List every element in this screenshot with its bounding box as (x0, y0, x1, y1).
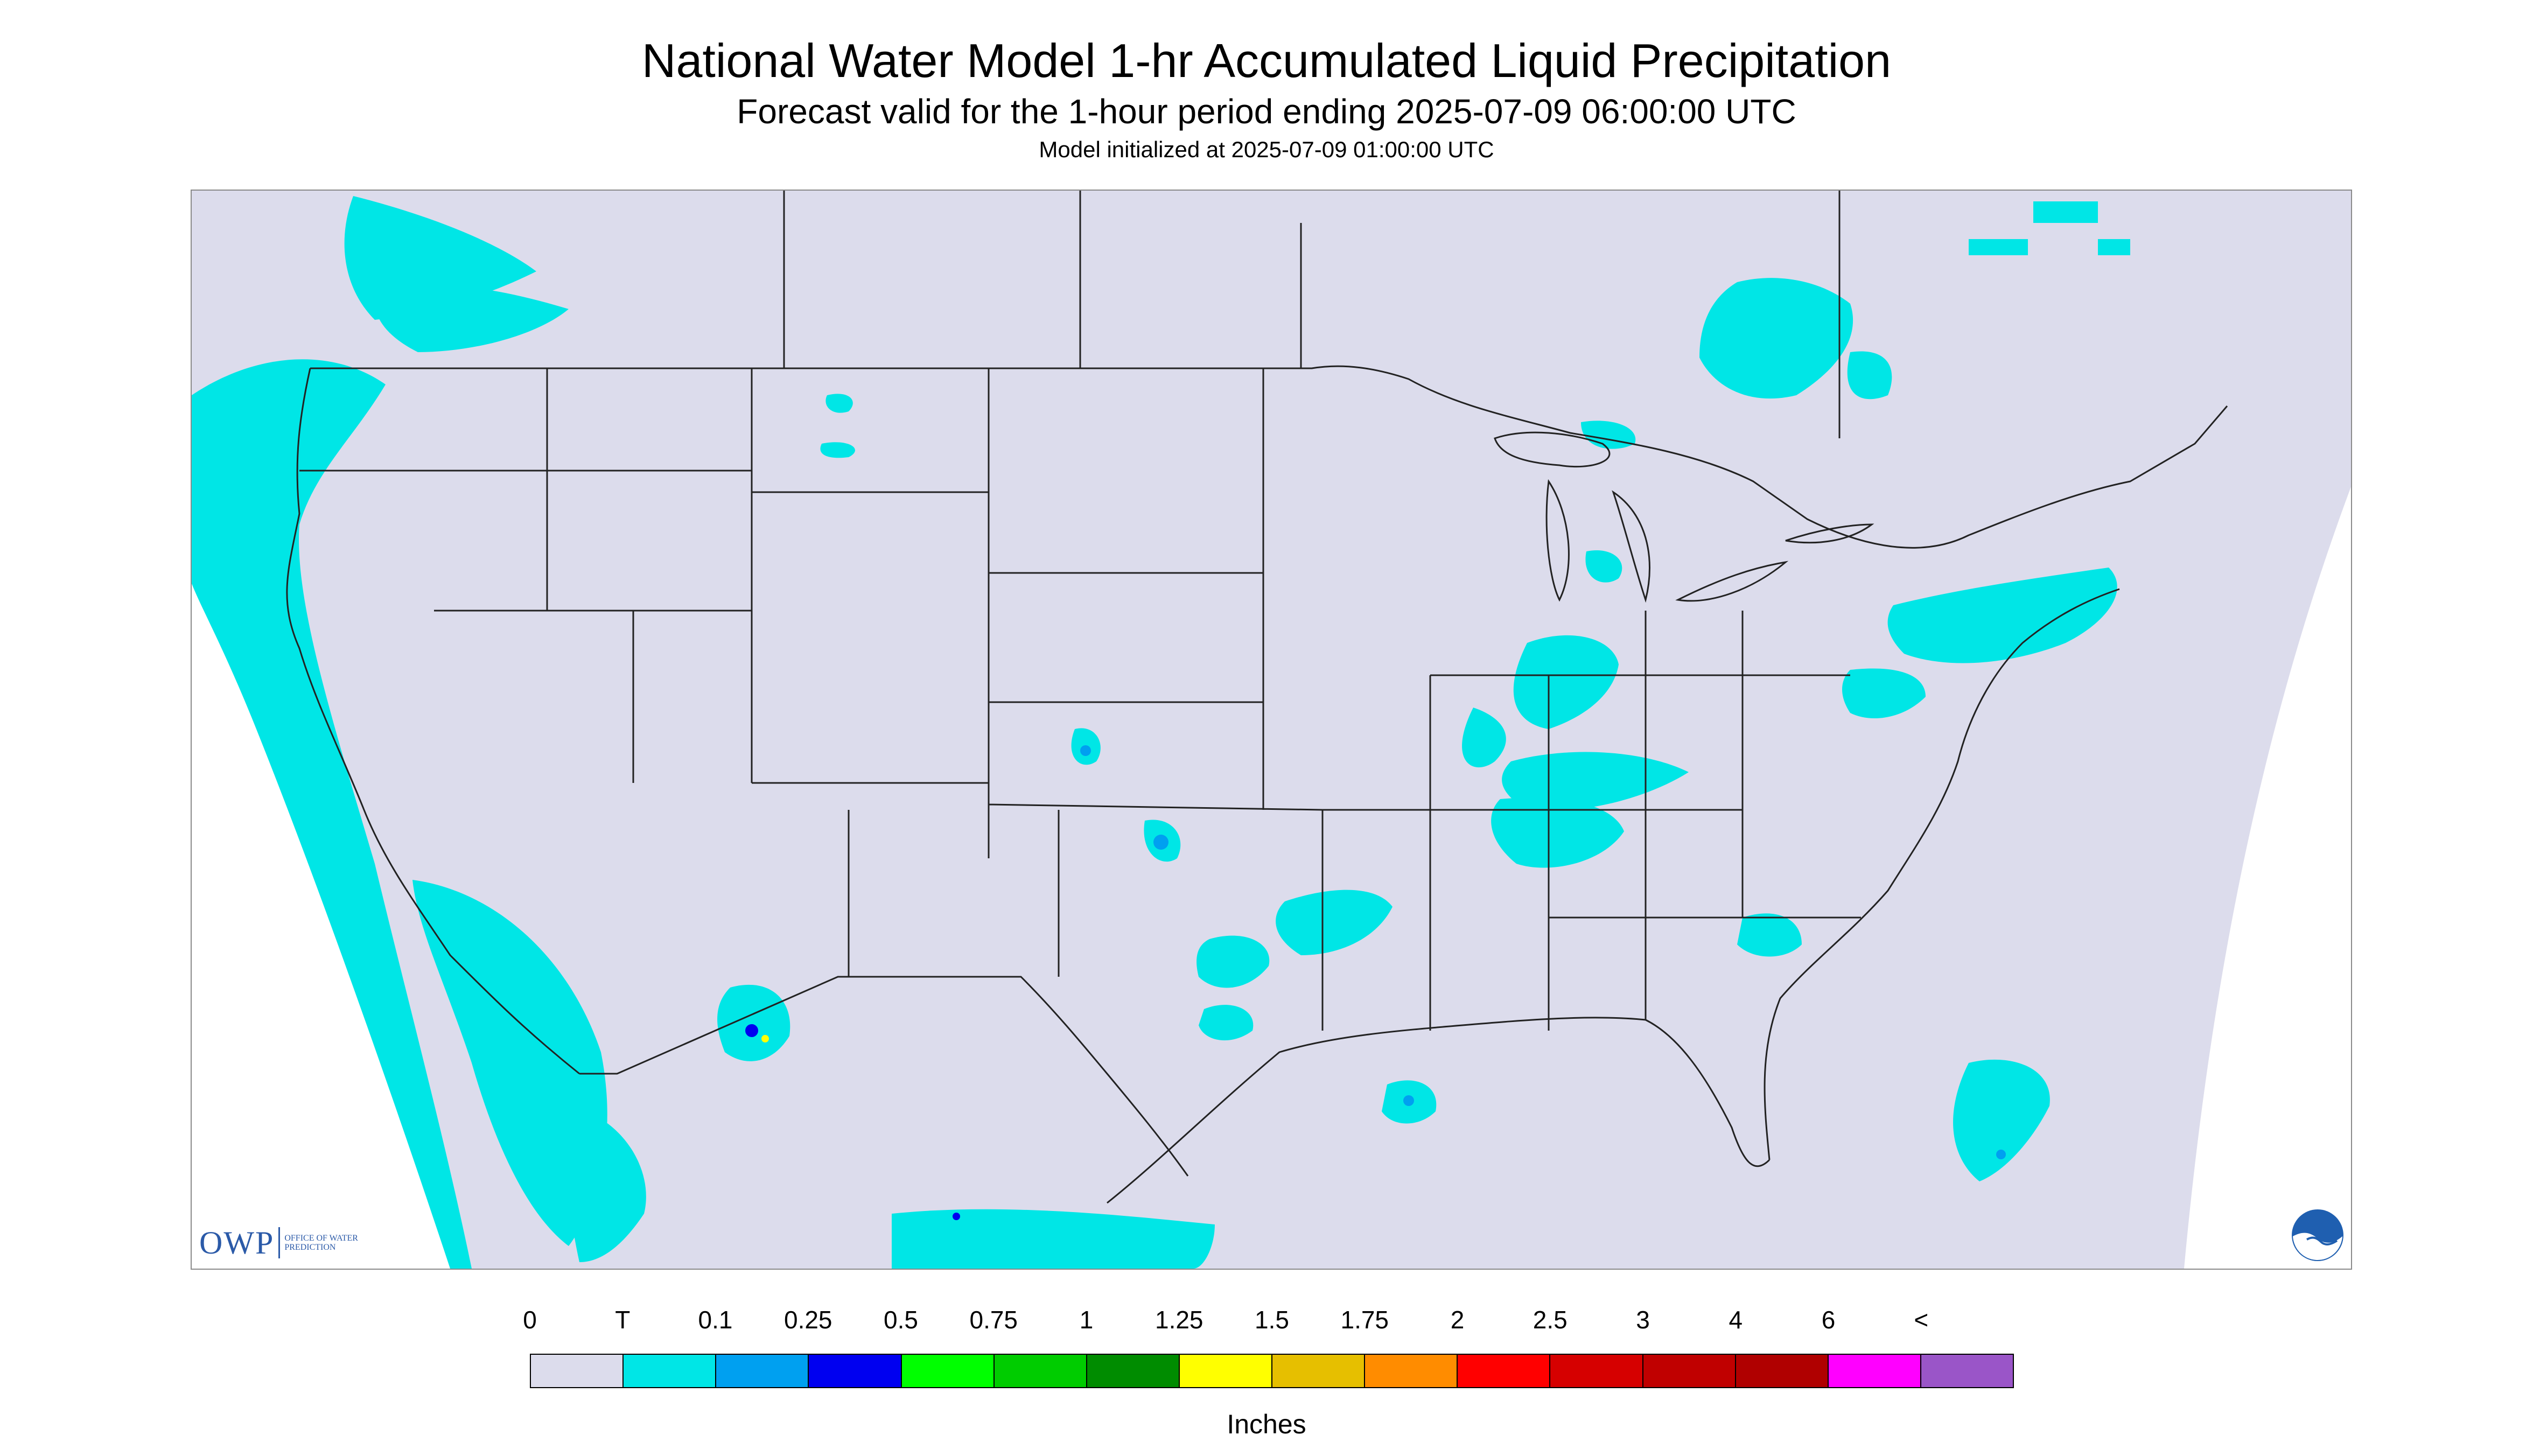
precip-cell-kansas (1080, 745, 1091, 756)
precip-illinois (1513, 635, 1619, 729)
legend-swatch (1087, 1355, 1180, 1387)
noaa-logo-icon (2292, 1209, 2343, 1261)
owp-logo: OWP OFFICE OF WATER PREDICTION (199, 1223, 360, 1262)
legend-tick-label: 0.25 (783, 1306, 832, 1334)
canada-province-lines (783, 191, 1841, 438)
precip-cell-gulf (1403, 1095, 1414, 1106)
legend-swatch (809, 1355, 902, 1387)
legend-swatch (1365, 1355, 1458, 1387)
boundaries (286, 191, 2228, 1204)
map-canvas (192, 191, 2351, 1269)
map-title: National Water Model 1-hr Accumulated Li… (641, 34, 1892, 87)
precipitation-map: OWP OFFICE OF WATER PREDICTION (191, 190, 2352, 1270)
legend-swatch (1179, 1355, 1272, 1387)
map-subtitle: Forecast valid for the 1-hour period end… (737, 92, 1796, 131)
precip-cell-nm-2 (761, 1035, 769, 1042)
legend-swatch (1550, 1355, 1643, 1387)
great-lakes (1494, 431, 1874, 603)
precip-quebec-cells (1847, 201, 2130, 400)
legend-tick-label: 1.5 (1255, 1306, 1289, 1334)
precip-lake-michigan (1585, 550, 1622, 583)
precip-montana (820, 394, 855, 458)
precip-pacific-nw-coast (192, 359, 472, 1269)
legend-swatch (1921, 1355, 2013, 1387)
precip-baja-offshore (566, 1106, 646, 1262)
precip-nm-az-border (717, 984, 790, 1061)
gulf-coast (1107, 1017, 1771, 1204)
legend-swatch (901, 1355, 995, 1387)
legend-tick-label: 2.5 (1533, 1306, 1568, 1334)
precip-ontario-north (1699, 278, 1853, 399)
legend-tick-label: 4 (1729, 1306, 1743, 1334)
legend-tick-label: 6 (1821, 1306, 1836, 1334)
precip-mexico-south (892, 1209, 1215, 1269)
precip-texas-gulf (1199, 1005, 1254, 1041)
west-coast (286, 368, 580, 1075)
owp-logo-org-name: OFFICE OF WATER PREDICTION (284, 1234, 358, 1252)
legend-tick-label: 1.75 (1340, 1306, 1389, 1334)
legend-tick-label: 0.5 (884, 1306, 918, 1334)
legend-tick-label: < (1914, 1306, 1929, 1334)
legend-tick-label: 1 (1079, 1306, 1094, 1334)
legend-swatch (994, 1355, 1087, 1387)
owp-logo-divider (278, 1227, 281, 1258)
precip-california-offshore (412, 880, 607, 1246)
precip-texas-east (1196, 935, 1270, 988)
precip-northeast (1887, 568, 2117, 663)
precip-heavier-cells (745, 745, 2006, 1220)
legend-tick-label: 0 (523, 1306, 537, 1334)
legend-swatch (531, 1355, 624, 1387)
owp-logo-letters: OWP (199, 1224, 275, 1261)
legend-tick-label: T (615, 1306, 631, 1334)
legend-tick-label: 3 (1636, 1306, 1650, 1334)
legend-swatch (1643, 1355, 1736, 1387)
legend-swatch (624, 1355, 717, 1387)
state-lines (299, 368, 1861, 1031)
precip-mid-atlantic (1842, 668, 1926, 718)
precip-arkansas (1276, 890, 1393, 955)
mexico-border (579, 976, 1189, 1177)
legend-tick-labels: 0 T 0.1 0.25 0.5 0.75 1 1.25 1.5 1.75 2 2.5 3 4 6 < (0, 1305, 2533, 1338)
precip-cell-atlantic (1996, 1150, 2006, 1159)
legend-tick-label: 2 (1450, 1306, 1465, 1334)
legend-unit-label: Inches (1227, 1409, 1306, 1439)
precip-tennessee (1491, 797, 1624, 868)
legend-color-bar (530, 1354, 2014, 1388)
precip-cell-oklahoma (1153, 835, 1168, 850)
precip-indiana-band (1462, 708, 1506, 768)
legend-tick-label: 0.1 (698, 1306, 733, 1334)
us-canada-border (310, 365, 2228, 549)
east-coast (1764, 588, 2120, 1160)
legend-swatch (1736, 1355, 1829, 1387)
legend-swatch (1828, 1355, 1921, 1387)
legend-swatch (1458, 1355, 1551, 1387)
legend-swatch (1272, 1355, 1366, 1387)
precip-cell-nm (745, 1024, 758, 1037)
precip-bc-band (374, 284, 569, 352)
precip-atlantic-offshore (1953, 1059, 2050, 1181)
legend-tick-label: 1.25 (1154, 1306, 1203, 1334)
precip-carolinas (1737, 913, 1802, 957)
legend-tick-label: 0.75 (969, 1306, 1018, 1334)
precip-trace-areas (192, 196, 2130, 1269)
model-init-line: Model initialized at 2025-07-09 01:00:00… (1039, 137, 1494, 162)
legend-swatch (716, 1355, 809, 1387)
precip-cell-mexico (953, 1213, 960, 1220)
